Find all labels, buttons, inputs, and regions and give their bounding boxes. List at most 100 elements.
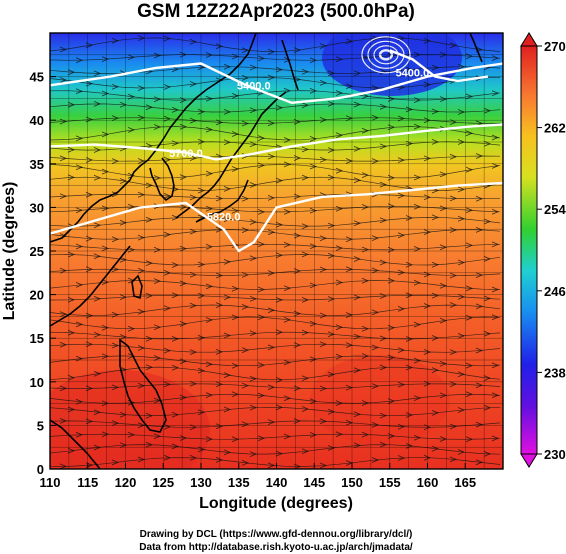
wind-arrow (275, 450, 284, 457)
coast-sakhalin (281, 39, 299, 91)
wind-arrow (465, 391, 474, 398)
wind-arrow (431, 108, 440, 115)
wind-arrow (67, 146, 76, 153)
wind-arrow (111, 115, 120, 121)
chart-title: GSM 12Z22Apr2023 (500.0hPa) (137, 1, 415, 22)
wind-arrow (449, 302, 458, 308)
wind-arrow (491, 362, 500, 369)
wind-arrow (353, 256, 362, 262)
wind-arrow (475, 347, 484, 354)
wind-arrow (335, 245, 344, 251)
wind-arrow (353, 367, 362, 374)
wind-arrow (257, 135, 266, 141)
wind-arrow (267, 462, 276, 469)
wind-arrow (439, 436, 448, 442)
wind-arrow (257, 241, 266, 248)
wind-arrow (353, 101, 362, 108)
wind-arrow (205, 243, 214, 250)
wind-arrow (301, 329, 310, 336)
wind-streamlines (50, 35, 501, 469)
wind-arrow (449, 195, 458, 202)
streamline (50, 229, 501, 240)
wind-arrow (397, 455, 406, 461)
wind-arrow (301, 251, 310, 258)
wind-arrow (163, 156, 172, 163)
wind-arrow (59, 118, 68, 125)
wind-arrow (215, 302, 224, 308)
wind-arrow (301, 297, 310, 303)
wind-arrow (197, 64, 206, 71)
wind-arrow (241, 120, 250, 127)
colorbar-tick-label: 230 (544, 447, 566, 462)
wind-arrow (449, 456, 458, 463)
wind-arrow (93, 70, 102, 77)
wind-arrow (275, 252, 284, 259)
wind-arrow (101, 90, 110, 97)
wind-arrow (59, 385, 68, 392)
wind-arrow (483, 404, 492, 411)
wind-arrow (75, 207, 84, 214)
colorbar: 230 238 246 254 262 270 (520, 32, 566, 468)
wind-arrow (405, 364, 414, 371)
wind-arrow (241, 304, 250, 310)
wind-arrow (397, 269, 406, 276)
wind-arrow (483, 330, 492, 337)
wind-arrow (215, 119, 224, 126)
wind-arrow (241, 382, 250, 389)
wind-arrow (491, 241, 500, 248)
wind-arrow (457, 333, 466, 339)
wind-arrow (283, 433, 292, 440)
wind-arrow (59, 155, 68, 162)
wind-arrow (145, 292, 154, 299)
wind-arrow (353, 411, 362, 418)
wind-arrow (319, 385, 328, 392)
wind-arrow (475, 459, 484, 466)
wind-arrow (371, 267, 380, 274)
x-tick-label: 120 (115, 475, 137, 490)
wind-arrow (119, 178, 128, 184)
wind-arrow (111, 266, 120, 273)
wind-arrow (335, 167, 344, 174)
wind-arrow (475, 303, 484, 310)
streamline (50, 420, 501, 428)
wind-arrow (371, 309, 380, 316)
wind-arrow (423, 380, 432, 387)
wind-arrow (491, 90, 500, 97)
credit-data: Data from http://database.rish.kyoto-u.a… (139, 542, 413, 553)
wind-arrow (137, 234, 146, 241)
wind-arrow (267, 74, 276, 81)
y-tick-label: 30 (30, 200, 44, 215)
wind-arrow (405, 215, 414, 221)
wind-arrow (241, 347, 250, 353)
wind-arrow (137, 345, 146, 351)
wind-arrow (475, 227, 484, 233)
wind-arrow (457, 63, 466, 70)
wind-arrow (75, 431, 84, 438)
wind-arrow (379, 412, 388, 419)
wind-arrow (231, 131, 240, 137)
y-tick-label: 5 (37, 418, 44, 433)
wind-arrow (327, 70, 336, 77)
wind-arrow (111, 420, 120, 426)
y-axis-label: Latitude (degrees) (1, 182, 18, 321)
wind-arrow (267, 195, 276, 201)
wind-arrow (171, 66, 180, 73)
wind-arrow (423, 194, 432, 201)
streamline (50, 243, 501, 251)
wind-arrow (101, 279, 110, 285)
wind-arrow (267, 120, 276, 127)
x-tick-label: 160 (417, 475, 439, 490)
wind-arrow (171, 336, 180, 342)
wind-arrow (205, 95, 214, 102)
wind-arrow (301, 102, 310, 109)
wind-arrow (101, 56, 110, 62)
wind-arrow (171, 262, 180, 268)
wind-arrow (379, 293, 388, 299)
y-tick-label: 20 (30, 288, 44, 303)
wind-arrow (361, 277, 370, 284)
wind-arrow (361, 93, 370, 99)
height-contour (50, 181, 503, 253)
wind-arrow (197, 367, 206, 374)
wind-arrow (153, 246, 162, 253)
warm-pool-east (310, 355, 450, 445)
